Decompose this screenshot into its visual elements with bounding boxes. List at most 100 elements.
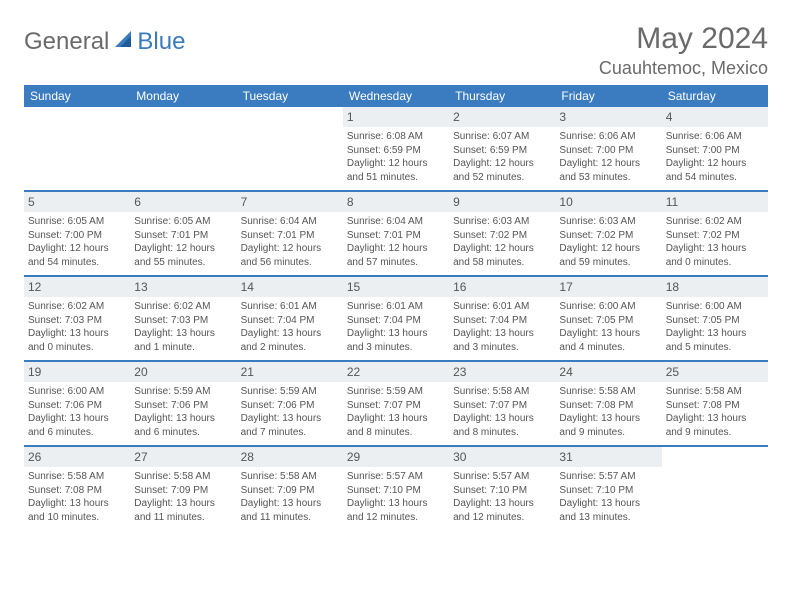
title-block: May 2024 Cuauhtemoc, Mexico: [599, 22, 768, 79]
sunrise-line: Sunrise: 5:58 AM: [134, 470, 232, 484]
day-header: Saturday: [662, 85, 768, 107]
day-header: Monday: [130, 85, 236, 107]
day-number: 1: [343, 107, 449, 127]
day-number: 13: [130, 277, 236, 297]
sunset-line: Sunset: 7:04 PM: [241, 314, 339, 328]
sunset-line: Sunset: 7:02 PM: [453, 229, 551, 243]
sunrise-line: Sunrise: 6:04 AM: [241, 215, 339, 229]
calendar-day: 28Sunrise: 5:58 AMSunset: 7:09 PMDayligh…: [237, 447, 343, 531]
sunrise-line: Sunrise: 6:00 AM: [666, 300, 764, 314]
sunrise-line: Sunrise: 6:00 AM: [559, 300, 657, 314]
daylight-line: Daylight: 12 hours and 56 minutes.: [241, 242, 339, 269]
day-number: 31: [555, 447, 661, 467]
sunset-line: Sunset: 7:01 PM: [134, 229, 232, 243]
sunset-line: Sunset: 7:01 PM: [347, 229, 445, 243]
day-number: 8: [343, 192, 449, 212]
page-subtitle: Cuauhtemoc, Mexico: [599, 58, 768, 79]
daylight-line: Daylight: 13 hours and 9 minutes.: [559, 412, 657, 439]
sunset-line: Sunset: 7:00 PM: [666, 144, 764, 158]
daylight-line: Daylight: 12 hours and 59 minutes.: [559, 242, 657, 269]
calendar-day: 30Sunrise: 5:57 AMSunset: 7:10 PMDayligh…: [449, 447, 555, 531]
calendar-day: 9Sunrise: 6:03 AMSunset: 7:02 PMDaylight…: [449, 192, 555, 276]
sunrise-line: Sunrise: 6:01 AM: [453, 300, 551, 314]
calendar-day: 20Sunrise: 5:59 AMSunset: 7:06 PMDayligh…: [130, 362, 236, 446]
sunrise-line: Sunrise: 6:08 AM: [347, 130, 445, 144]
calendar-week: 19Sunrise: 6:00 AMSunset: 7:06 PMDayligh…: [24, 362, 768, 446]
day-header: Tuesday: [237, 85, 343, 107]
day-header: Sunday: [24, 85, 130, 107]
calendar-day: 7 Sunrise: 6:04 AMSunset: 7:01 PMDaylight…: [237, 192, 343, 276]
sunset-line: Sunset: 7:05 PM: [666, 314, 764, 328]
sunset-line: Sunset: 7:07 PM: [453, 399, 551, 413]
day-number: 7: [237, 192, 343, 212]
calendar-day: 24Sunrise: 5:58 AMSunset: 7:08 PMDayligh…: [555, 362, 661, 446]
sunrise-line: Sunrise: 5:58 AM: [241, 470, 339, 484]
calendar-day: 21Sunrise: 5:59 AMSunset: 7:06 PMDayligh…: [237, 362, 343, 446]
sunrise-line: Sunrise: 5:58 AM: [559, 385, 657, 399]
logo-text-general: General: [24, 28, 109, 56]
daylight-line: Daylight: 12 hours and 54 minutes.: [28, 242, 126, 269]
day-number: 22: [343, 362, 449, 382]
sunset-line: Sunset: 7:08 PM: [666, 399, 764, 413]
logo-sail-icon: [113, 29, 135, 56]
day-header: Thursday: [449, 85, 555, 107]
sunrise-line: Sunrise: 6:05 AM: [28, 215, 126, 229]
sunrise-line: Sunrise: 6:01 AM: [241, 300, 339, 314]
calendar-day: 25Sunrise: 5:58 AMSunset: 7:08 PMDayligh…: [662, 362, 768, 446]
sunset-line: Sunset: 7:00 PM: [28, 229, 126, 243]
day-number: 29: [343, 447, 449, 467]
day-number: 26: [24, 447, 130, 467]
sunset-line: Sunset: 7:06 PM: [134, 399, 232, 413]
daylight-line: Daylight: 13 hours and 2 minutes.: [241, 327, 339, 354]
calendar-day: 26Sunrise: 5:58 AMSunset: 7:08 PMDayligh…: [24, 447, 130, 531]
day-number: 14: [237, 277, 343, 297]
day-number: 2: [449, 107, 555, 127]
daylight-line: Daylight: 13 hours and 9 minutes.: [666, 412, 764, 439]
calendar-day: 2Sunrise: 6:07 AMSunset: 6:59 PMDaylight…: [449, 107, 555, 191]
day-number: 21: [237, 362, 343, 382]
sunset-line: Sunset: 7:04 PM: [347, 314, 445, 328]
day-number: 16: [449, 277, 555, 297]
sunrise-line: Sunrise: 6:02 AM: [666, 215, 764, 229]
calendar-day: 12Sunrise: 6:02 AMSunset: 7:03 PMDayligh…: [24, 277, 130, 361]
header: General Blue May 2024 Cuauhtemoc, Mexico: [24, 22, 768, 79]
page-title: May 2024: [599, 22, 768, 56]
sunset-line: Sunset: 7:01 PM: [241, 229, 339, 243]
sunrise-line: Sunrise: 5:57 AM: [453, 470, 551, 484]
calendar-day: .: [24, 107, 130, 191]
daylight-line: Daylight: 12 hours and 54 minutes.: [666, 157, 764, 184]
calendar-day: .: [662, 447, 768, 531]
sunset-line: Sunset: 7:06 PM: [28, 399, 126, 413]
calendar-day: 13Sunrise: 6:02 AMSunset: 7:03 PMDayligh…: [130, 277, 236, 361]
sunrise-line: Sunrise: 6:03 AM: [559, 215, 657, 229]
sunset-line: Sunset: 6:59 PM: [347, 144, 445, 158]
sunset-line: Sunset: 7:09 PM: [134, 484, 232, 498]
sunset-line: Sunset: 7:08 PM: [559, 399, 657, 413]
daylight-line: Daylight: 13 hours and 8 minutes.: [347, 412, 445, 439]
calendar-day: 5Sunrise: 6:05 AMSunset: 7:00 PMDaylight…: [24, 192, 130, 276]
calendar-day: 19Sunrise: 6:00 AMSunset: 7:06 PMDayligh…: [24, 362, 130, 446]
sunset-line: Sunset: 6:59 PM: [453, 144, 551, 158]
sunrise-line: Sunrise: 6:07 AM: [453, 130, 551, 144]
daylight-line: Daylight: 13 hours and 5 minutes.: [666, 327, 764, 354]
logo-text-blue: Blue: [137, 28, 185, 56]
day-number: 17: [555, 277, 661, 297]
calendar-day: 11Sunrise: 6:02 AMSunset: 7:02 PMDayligh…: [662, 192, 768, 276]
sunrise-line: Sunrise: 5:59 AM: [134, 385, 232, 399]
calendar-table: SundayMondayTuesdayWednesdayThursdayFrid…: [24, 85, 768, 531]
calendar-day: 29Sunrise: 5:57 AMSunset: 7:10 PMDayligh…: [343, 447, 449, 531]
sunrise-line: Sunrise: 6:06 AM: [666, 130, 764, 144]
sunrise-line: Sunrise: 5:59 AM: [347, 385, 445, 399]
sunset-line: Sunset: 7:08 PM: [28, 484, 126, 498]
daylight-line: Daylight: 13 hours and 6 minutes.: [134, 412, 232, 439]
day-number: 25: [662, 362, 768, 382]
sunset-line: Sunset: 7:06 PM: [241, 399, 339, 413]
sunrise-line: Sunrise: 6:01 AM: [347, 300, 445, 314]
sunrise-line: Sunrise: 5:59 AM: [241, 385, 339, 399]
sunset-line: Sunset: 7:07 PM: [347, 399, 445, 413]
day-header: Friday: [555, 85, 661, 107]
daylight-line: Daylight: 13 hours and 1 minute.: [134, 327, 232, 354]
daylight-line: Daylight: 13 hours and 11 minutes.: [134, 497, 232, 524]
sunset-line: Sunset: 7:10 PM: [347, 484, 445, 498]
daylight-line: Daylight: 12 hours and 55 minutes.: [134, 242, 232, 269]
